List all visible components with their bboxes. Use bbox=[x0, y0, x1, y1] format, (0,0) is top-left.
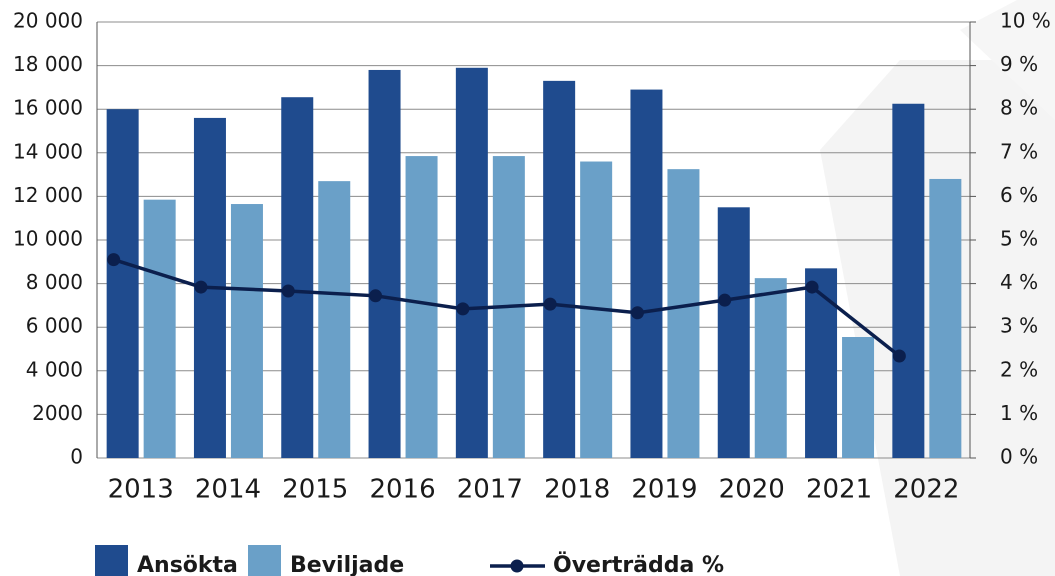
y-tick-label: 18 000 bbox=[13, 52, 83, 76]
y-tick-label: 6 000 bbox=[26, 314, 83, 338]
line bbox=[113, 257, 901, 358]
background-shape bbox=[960, 0, 1055, 120]
bar bbox=[455, 67, 488, 458]
y-tick-label: 4 000 bbox=[26, 357, 83, 381]
bar bbox=[630, 89, 663, 458]
y-tick-label: 10 000 bbox=[13, 227, 83, 251]
x-tick-label: 2015 bbox=[282, 475, 348, 505]
x-tick-label: 2018 bbox=[544, 475, 610, 505]
line-point bbox=[456, 302, 470, 316]
y2-tick-label: 2 % bbox=[1000, 357, 1038, 381]
y-tick-label: 2000 bbox=[32, 401, 83, 425]
line-point bbox=[718, 293, 732, 307]
y-tick-label: 12 000 bbox=[13, 183, 83, 207]
y2-tick-label: 7 % bbox=[1000, 139, 1038, 163]
x-tick-label: 2013 bbox=[108, 475, 174, 505]
x-tick-label: 2017 bbox=[457, 475, 523, 505]
line-point bbox=[543, 297, 557, 311]
legend-swatch bbox=[248, 545, 281, 576]
bar bbox=[754, 278, 787, 458]
legend-label: Överträdda % bbox=[553, 552, 724, 576]
bar bbox=[667, 169, 700, 458]
line-point bbox=[107, 253, 121, 267]
bar bbox=[368, 69, 401, 459]
line-point bbox=[194, 280, 208, 294]
bar bbox=[106, 109, 139, 458]
x-tick-label: 2022 bbox=[893, 475, 959, 505]
bar bbox=[929, 178, 962, 458]
bar bbox=[230, 204, 263, 458]
bar bbox=[805, 268, 838, 458]
y-tick-label: 8 000 bbox=[26, 270, 83, 294]
legend-label: Beviljade bbox=[290, 553, 404, 576]
bar bbox=[842, 337, 875, 458]
line-point bbox=[281, 284, 295, 298]
y2-tick-label: 1 % bbox=[1000, 401, 1038, 425]
bar bbox=[717, 207, 750, 458]
line-point bbox=[369, 289, 383, 303]
bar bbox=[281, 97, 314, 459]
y2-tick-label: 5 % bbox=[1000, 227, 1038, 251]
line-point bbox=[892, 349, 906, 363]
x-tick-label: 2021 bbox=[806, 475, 872, 505]
legend-point bbox=[510, 559, 524, 573]
x-tick-label: 2020 bbox=[719, 475, 785, 505]
y2-tick-label: 0 % bbox=[1000, 445, 1038, 469]
bar bbox=[543, 80, 576, 459]
bar bbox=[892, 103, 925, 458]
x-tick-label: 2019 bbox=[631, 475, 697, 505]
y2-tick-label: 10 % bbox=[1000, 9, 1051, 33]
x-tick-label: 2016 bbox=[369, 475, 435, 505]
legend-swatch bbox=[95, 545, 128, 576]
y-tick-label: 0 bbox=[70, 445, 83, 469]
legend-label: Ansökta bbox=[137, 553, 238, 576]
y-tick-label: 16 000 bbox=[13, 96, 83, 120]
bar bbox=[318, 181, 351, 458]
bar bbox=[143, 199, 176, 459]
y2-tick-label: 8 % bbox=[1000, 96, 1038, 120]
y-tick-label: 20 000 bbox=[13, 9, 83, 33]
y-tick-label: 14 000 bbox=[13, 139, 83, 163]
x-tick-label: 2014 bbox=[195, 475, 261, 505]
bar bbox=[405, 156, 438, 458]
y2-tick-label: 9 % bbox=[1000, 52, 1038, 76]
line-point bbox=[805, 280, 819, 294]
y2-tick-label: 6 % bbox=[1000, 183, 1038, 207]
line-point bbox=[630, 306, 644, 320]
y2-tick-label: 4 % bbox=[1000, 270, 1038, 294]
y2-tick-label: 3 % bbox=[1000, 314, 1038, 338]
